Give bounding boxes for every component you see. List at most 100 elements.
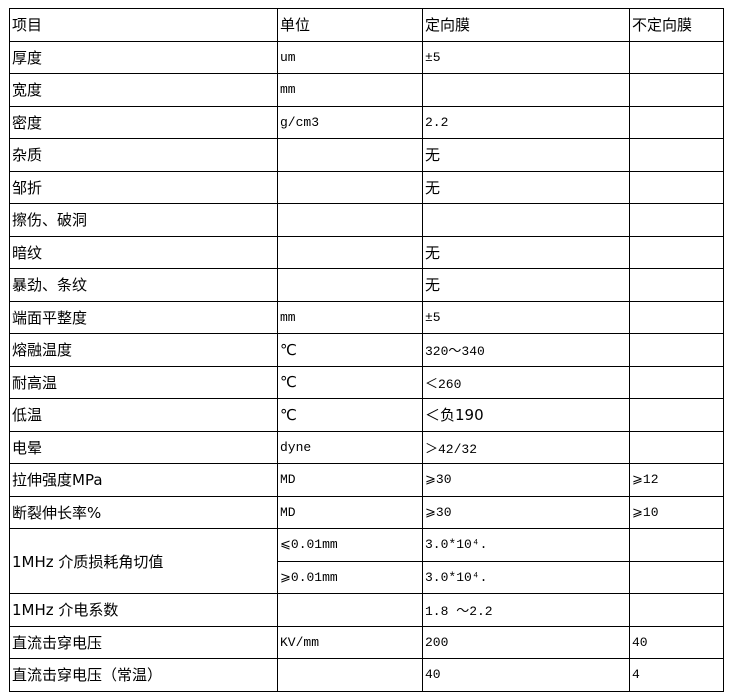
unit-cell bbox=[277, 593, 423, 627]
item-cell: 直流击穿电压 bbox=[9, 625, 278, 659]
non-oriented-cell bbox=[629, 593, 724, 627]
oriented-cell bbox=[422, 73, 630, 107]
table-row: 电晕 dyne ＞42/32 bbox=[9, 430, 724, 464]
table-row: 擦伤、破洞 bbox=[9, 203, 724, 237]
table-row: 厚度 um ±5 bbox=[9, 40, 724, 74]
unit-cell: mm bbox=[277, 300, 423, 334]
table-row: 暗纹 无 bbox=[9, 235, 724, 269]
unit-cell: mm bbox=[277, 73, 423, 107]
table-row: 熔融温度 ℃ 320～340 bbox=[9, 333, 724, 367]
table-row: 直流击穿电压 KV/mm 200 40 bbox=[9, 625, 724, 659]
non-oriented-cell bbox=[629, 560, 724, 594]
non-oriented-cell bbox=[629, 398, 724, 432]
unit-cell: ⩽0.01mm bbox=[277, 528, 423, 562]
item-cell: 暗纹 bbox=[9, 235, 278, 269]
item-cell: 宽度 bbox=[9, 73, 278, 107]
table-row: 宽度 mm bbox=[9, 73, 724, 107]
oriented-cell: 无 bbox=[422, 138, 630, 172]
item-cell: 杂质 bbox=[9, 138, 278, 172]
non-oriented-cell bbox=[629, 170, 724, 204]
header-item: 项目 bbox=[9, 8, 278, 42]
unit-cell bbox=[277, 235, 423, 269]
non-oriented-cell bbox=[629, 40, 724, 74]
non-oriented-cell: 4 bbox=[629, 658, 724, 692]
oriented-cell: ＞42/32 bbox=[422, 430, 630, 464]
table-row: 杂质 无 bbox=[9, 138, 724, 172]
non-oriented-cell bbox=[629, 268, 724, 302]
unit-cell: ℃ bbox=[277, 333, 423, 367]
oriented-cell: 2.2 bbox=[422, 105, 630, 139]
oriented-cell: 200 bbox=[422, 625, 630, 659]
oriented-cell: 320～340 bbox=[422, 333, 630, 367]
non-oriented-cell: ⩾10 bbox=[629, 495, 724, 529]
oriented-cell: ⩾30 bbox=[422, 463, 630, 497]
non-oriented-cell bbox=[629, 203, 724, 237]
unit-cell: ℃ bbox=[277, 365, 423, 399]
table-row: 端面平整度 mm ±5 bbox=[9, 300, 724, 334]
unit-cell: MD bbox=[277, 463, 423, 497]
oriented-cell: ＜260 bbox=[422, 365, 630, 399]
unit-cell: KV/mm bbox=[277, 625, 423, 659]
header-oriented: 定向膜 bbox=[422, 8, 630, 42]
table-row: 暴劲、条纹 无 bbox=[9, 268, 724, 302]
table-row: 直流击穿电压（常温） 40 4 bbox=[9, 658, 724, 692]
oriented-cell: 无 bbox=[422, 235, 630, 269]
item-cell: 直流击穿电压（常温） bbox=[9, 658, 278, 692]
item-cell: 低温 bbox=[9, 398, 278, 432]
unit-cell: MD bbox=[277, 495, 423, 529]
item-cell: 密度 bbox=[9, 105, 278, 139]
item-cell: 端面平整度 bbox=[9, 300, 278, 334]
table-row: 1MHz 介质损耗角切值 ⩽0.01mm 3.0*10⁴. bbox=[9, 528, 724, 594]
unit-cell bbox=[277, 268, 423, 302]
item-cell: 断裂伸长率% bbox=[9, 495, 278, 529]
unit-cell bbox=[277, 203, 423, 237]
oriented-cell: 3.0*10⁴. bbox=[422, 528, 630, 562]
item-cell: 拉伸强度MPa bbox=[9, 463, 278, 497]
oriented-cell: 无 bbox=[422, 170, 630, 204]
unit-cell bbox=[277, 170, 423, 204]
non-oriented-cell bbox=[629, 300, 724, 334]
header-unit: 单位 bbox=[277, 8, 423, 42]
oriented-cell: ＜负190 bbox=[422, 398, 630, 432]
item-cell: 熔融温度 bbox=[9, 333, 278, 367]
item-cell: 1MHz 介电系数 bbox=[9, 593, 278, 627]
header-row: 项目 单位 定向膜 不定向膜 bbox=[9, 8, 724, 42]
non-oriented-cell bbox=[629, 73, 724, 107]
item-cell: 耐高温 bbox=[9, 365, 278, 399]
header-non-oriented: 不定向膜 bbox=[629, 8, 724, 42]
non-oriented-cell: ⩾12 bbox=[629, 463, 724, 497]
unit-cell: ⩾0.01mm bbox=[277, 560, 423, 594]
non-oriented-cell: 40 bbox=[629, 625, 724, 659]
spec-table: 项目 单位 定向膜 不定向膜 厚度 um ±5 宽度 mm 密度 g/cm3 2.2 杂质无邹折… bbox=[9, 8, 724, 692]
table-row: 邹折 无 bbox=[9, 170, 724, 204]
unit-cell bbox=[277, 658, 423, 692]
item-cell: 1MHz 介质损耗角切值 bbox=[9, 528, 278, 594]
unit-cell: ℃ bbox=[277, 398, 423, 432]
item-cell: 暴劲、条纹 bbox=[9, 268, 278, 302]
item-cell: 邹折 bbox=[9, 170, 278, 204]
unit-cell: g/cm3 bbox=[277, 105, 423, 139]
table-row: 断裂伸长率% MD ⩾30 ⩾10 bbox=[9, 495, 724, 529]
table-row: 密度 g/cm3 2.2 bbox=[9, 105, 724, 139]
oriented-cell: ±5 bbox=[422, 40, 630, 74]
table-row: 低温 ℃ ＜负190 bbox=[9, 398, 724, 432]
table-row: 耐高温 ℃ ＜260 bbox=[9, 365, 724, 399]
non-oriented-cell bbox=[629, 138, 724, 172]
non-oriented-cell bbox=[629, 430, 724, 464]
oriented-cell: ±5 bbox=[422, 300, 630, 334]
unit-cell: dyne bbox=[277, 430, 423, 464]
table-row: 1MHz 介电系数 1.8 ～2.2 bbox=[9, 593, 724, 627]
oriented-cell: 无 bbox=[422, 268, 630, 302]
oriented-cell bbox=[422, 203, 630, 237]
non-oriented-cell bbox=[629, 333, 724, 367]
unit-cell: um bbox=[277, 40, 423, 74]
table-row: 拉伸强度MPa MD ⩾30 ⩾12 bbox=[9, 463, 724, 497]
non-oriented-cell bbox=[629, 105, 724, 139]
table-row: ⩾0.01mm 3.0*10⁴. bbox=[10, 560, 724, 594]
oriented-cell: 3.0*10⁴. bbox=[422, 560, 630, 594]
unit-cell bbox=[277, 138, 423, 172]
oriented-cell: 1.8 ～2.2 bbox=[422, 593, 630, 627]
oriented-cell: ⩾30 bbox=[422, 495, 630, 529]
item-cell: 擦伤、破洞 bbox=[9, 203, 278, 237]
non-oriented-cell bbox=[629, 235, 724, 269]
